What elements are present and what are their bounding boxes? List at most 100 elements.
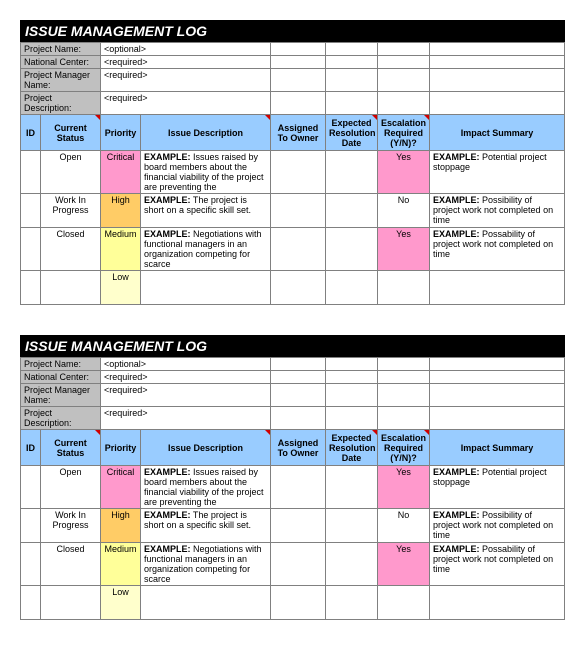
meta-empty[interactable] bbox=[326, 358, 378, 371]
cell-description[interactable]: EXAMPLE: Issues raised by board members … bbox=[141, 466, 271, 509]
cell-description[interactable] bbox=[141, 271, 271, 305]
cell-escalation[interactable]: Yes bbox=[378, 466, 430, 509]
meta-empty[interactable] bbox=[326, 92, 378, 115]
cell-impact[interactable]: EXAMPLE: Potential project stoppage bbox=[430, 466, 565, 509]
meta-empty[interactable] bbox=[271, 43, 326, 56]
cell-id[interactable] bbox=[21, 228, 41, 271]
cell-date[interactable] bbox=[326, 151, 378, 194]
cell-date[interactable] bbox=[326, 228, 378, 271]
meta-value[interactable]: <optional> bbox=[101, 358, 271, 371]
meta-empty[interactable] bbox=[271, 371, 326, 384]
cell-date[interactable] bbox=[326, 509, 378, 543]
cell-escalation[interactable] bbox=[378, 586, 430, 620]
cell-status[interactable]: Work In Progress bbox=[41, 509, 101, 543]
cell-status[interactable]: Open bbox=[41, 151, 101, 194]
meta-empty[interactable] bbox=[430, 69, 565, 92]
cell-escalation[interactable]: No bbox=[378, 509, 430, 543]
cell-impact[interactable]: EXAMPLE: Possability of project work not… bbox=[430, 543, 565, 586]
cell-owner[interactable] bbox=[271, 151, 326, 194]
cell-impact[interactable] bbox=[430, 586, 565, 620]
cell-owner[interactable] bbox=[271, 228, 326, 271]
cell-description[interactable]: EXAMPLE: Negotiations with functional ma… bbox=[141, 543, 271, 586]
cell-owner[interactable] bbox=[271, 466, 326, 509]
meta-empty[interactable] bbox=[378, 384, 430, 407]
meta-empty[interactable] bbox=[378, 56, 430, 69]
cell-escalation[interactable]: Yes bbox=[378, 151, 430, 194]
meta-empty[interactable] bbox=[378, 358, 430, 371]
cell-priority[interactable]: Low bbox=[101, 586, 141, 620]
meta-empty[interactable] bbox=[271, 56, 326, 69]
meta-empty[interactable] bbox=[271, 384, 326, 407]
meta-empty[interactable] bbox=[430, 358, 565, 371]
cell-priority[interactable]: High bbox=[101, 509, 141, 543]
cell-description[interactable]: EXAMPLE: The project is short on a speci… bbox=[141, 194, 271, 228]
cell-priority[interactable]: Critical bbox=[101, 466, 141, 509]
meta-value[interactable]: <required> bbox=[101, 407, 271, 430]
meta-value[interactable]: <required> bbox=[101, 371, 271, 384]
cell-id[interactable] bbox=[21, 509, 41, 543]
cell-priority[interactable]: Critical bbox=[101, 151, 141, 194]
meta-value[interactable]: <required> bbox=[101, 69, 271, 92]
cell-status[interactable]: Open bbox=[41, 466, 101, 509]
cell-impact[interactable]: EXAMPLE: Possability of project work not… bbox=[430, 228, 565, 271]
cell-owner[interactable] bbox=[271, 271, 326, 305]
cell-date[interactable] bbox=[326, 586, 378, 620]
meta-empty[interactable] bbox=[271, 358, 326, 371]
cell-id[interactable] bbox=[21, 586, 41, 620]
cell-escalation[interactable]: Yes bbox=[378, 228, 430, 271]
cell-impact[interactable]: EXAMPLE: Possibility of project work not… bbox=[430, 194, 565, 228]
cell-priority[interactable]: Low bbox=[101, 271, 141, 305]
cell-description[interactable]: EXAMPLE: Negotiations with functional ma… bbox=[141, 228, 271, 271]
meta-empty[interactable] bbox=[430, 371, 565, 384]
cell-id[interactable] bbox=[21, 271, 41, 305]
cell-owner[interactable] bbox=[271, 586, 326, 620]
meta-empty[interactable] bbox=[378, 69, 430, 92]
meta-empty[interactable] bbox=[430, 384, 565, 407]
cell-impact[interactable] bbox=[430, 271, 565, 305]
meta-empty[interactable] bbox=[430, 92, 565, 115]
cell-status[interactable] bbox=[41, 271, 101, 305]
meta-empty[interactable] bbox=[271, 69, 326, 92]
meta-value[interactable]: <required> bbox=[101, 56, 271, 69]
cell-owner[interactable] bbox=[271, 509, 326, 543]
meta-empty[interactable] bbox=[326, 43, 378, 56]
cell-impact[interactable]: EXAMPLE: Possibility of project work not… bbox=[430, 509, 565, 543]
cell-priority[interactable]: Medium bbox=[101, 543, 141, 586]
cell-owner[interactable] bbox=[271, 543, 326, 586]
cell-status[interactable]: Closed bbox=[41, 543, 101, 586]
meta-empty[interactable] bbox=[430, 407, 565, 430]
cell-date[interactable] bbox=[326, 194, 378, 228]
cell-status[interactable]: Work In Progress bbox=[41, 194, 101, 228]
cell-escalation[interactable]: Yes bbox=[378, 543, 430, 586]
meta-empty[interactable] bbox=[378, 92, 430, 115]
meta-empty[interactable] bbox=[326, 69, 378, 92]
cell-owner[interactable] bbox=[271, 194, 326, 228]
cell-escalation[interactable] bbox=[378, 271, 430, 305]
meta-empty[interactable] bbox=[378, 43, 430, 56]
cell-date[interactable] bbox=[326, 543, 378, 586]
meta-empty[interactable] bbox=[326, 56, 378, 69]
cell-description[interactable]: EXAMPLE: The project is short on a speci… bbox=[141, 509, 271, 543]
meta-empty[interactable] bbox=[430, 56, 565, 69]
meta-empty[interactable] bbox=[326, 407, 378, 430]
cell-status[interactable]: Closed bbox=[41, 228, 101, 271]
cell-priority[interactable]: Medium bbox=[101, 228, 141, 271]
meta-value[interactable]: <optional> bbox=[101, 43, 271, 56]
cell-date[interactable] bbox=[326, 271, 378, 305]
meta-empty[interactable] bbox=[271, 92, 326, 115]
cell-impact[interactable]: EXAMPLE: Potential project stoppage bbox=[430, 151, 565, 194]
meta-empty[interactable] bbox=[378, 407, 430, 430]
meta-empty[interactable] bbox=[326, 371, 378, 384]
cell-id[interactable] bbox=[21, 466, 41, 509]
cell-status[interactable] bbox=[41, 586, 101, 620]
cell-priority[interactable]: High bbox=[101, 194, 141, 228]
meta-empty[interactable] bbox=[271, 407, 326, 430]
cell-escalation[interactable]: No bbox=[378, 194, 430, 228]
meta-empty[interactable] bbox=[430, 43, 565, 56]
cell-id[interactable] bbox=[21, 194, 41, 228]
cell-description[interactable] bbox=[141, 586, 271, 620]
cell-id[interactable] bbox=[21, 151, 41, 194]
cell-date[interactable] bbox=[326, 466, 378, 509]
meta-empty[interactable] bbox=[378, 371, 430, 384]
meta-value[interactable]: <required> bbox=[101, 384, 271, 407]
